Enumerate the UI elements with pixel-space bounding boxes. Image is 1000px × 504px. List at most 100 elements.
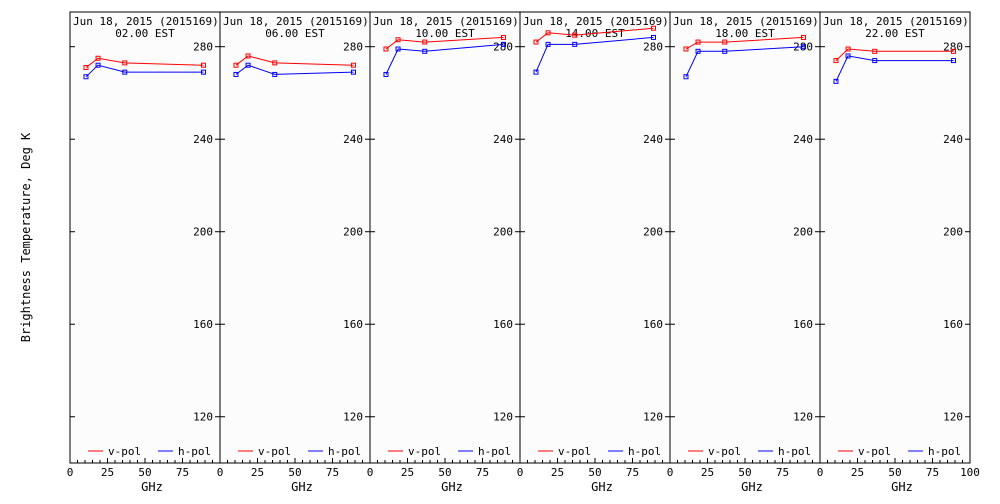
data-point-h-pol <box>533 69 539 75</box>
x-tick-label: 50 <box>588 466 601 479</box>
x-tick-label: 50 <box>738 466 751 479</box>
x-tick-label: 0 <box>67 466 74 479</box>
data-point-h-pol <box>833 78 839 84</box>
data-point-h-pol <box>572 41 578 47</box>
series-line-v-pol <box>85 57 204 68</box>
y-tick-label: 120 <box>643 411 663 424</box>
data-point-v-pol <box>351 62 356 68</box>
legend-label: v-pol <box>558 445 591 458</box>
data-point-v-pol <box>501 34 506 40</box>
data-point-v-pol <box>651 25 656 31</box>
panel-title-time: 06.00 EST <box>265 27 325 40</box>
y-tick-label: 200 <box>643 226 663 239</box>
series-line-v-pol <box>685 36 804 50</box>
data-point-v-pol <box>422 39 428 45</box>
series-line-v-pol <box>835 48 954 61</box>
panel-title-date: Jun 18, 2015 (2015169) <box>673 15 819 28</box>
data-point-h-pol <box>722 48 728 54</box>
series-line-v-pol <box>385 36 504 50</box>
panel-frame <box>219 11 371 464</box>
y-tick-label: 280 <box>343 41 363 54</box>
data-point-h-pol <box>695 48 701 54</box>
panel-4: Jun 18, 2015 (2015169)14.00 EST120160200… <box>517 11 671 494</box>
panel-frame <box>819 11 971 464</box>
panel-5: Jun 18, 2015 (2015169)18.00 EST 120 160 200… <box>667 11 821 494</box>
y-tick-label: 240 <box>643 133 663 146</box>
data-point-v-pol <box>245 53 251 59</box>
data-point-h-pol <box>201 69 206 75</box>
x-tick-label: 25 <box>851 466 864 479</box>
x-tick-label: 50 <box>888 466 901 479</box>
y-tick-label: 160 <box>193 318 213 331</box>
x-axis-title: GHz <box>441 480 463 494</box>
x-tick-label: 100 <box>960 466 980 479</box>
x-tick-label: 75 <box>776 466 789 479</box>
data-point-h-pol <box>872 58 878 64</box>
x-tick-label: 50 <box>288 466 301 479</box>
x-tick-label: 25 <box>101 466 114 479</box>
data-point-h-pol <box>395 46 401 52</box>
data-point-h-pol <box>501 41 506 47</box>
data-point-v-pol <box>951 48 956 54</box>
data-point-h-pol <box>245 62 251 68</box>
x-tick-label: 50 <box>438 466 451 479</box>
panel-title-time: 18.00 EST <box>715 27 775 40</box>
data-point-h-pol <box>651 34 656 40</box>
panel-frame <box>519 11 671 464</box>
y-tick-label: 200 <box>943 226 963 239</box>
y-tick-label: 240 <box>793 133 813 146</box>
legend-label: h-pol <box>928 445 961 458</box>
legend-label: h-pol <box>328 445 361 458</box>
data-point-h-pol <box>801 44 806 50</box>
panel-title-date: Jun 18, 2015 (2015169) <box>223 15 369 28</box>
data-point-v-pol <box>801 34 806 40</box>
data-point-h-pol <box>845 53 851 59</box>
x-tick-label: 50 <box>138 466 151 479</box>
x-axis-title: GHz <box>741 480 763 494</box>
y-tick-label: 200 <box>493 226 513 239</box>
legend-label: v-pol <box>408 445 441 458</box>
x-tick-label: 75 <box>476 466 489 479</box>
panel-title-time: 10.00 EST <box>415 27 475 40</box>
series-line-h-pol <box>835 55 954 82</box>
data-point-h-pol <box>95 62 101 68</box>
data-point-v-pol <box>833 58 839 64</box>
x-tick-label: 75 <box>176 466 189 479</box>
data-point-v-pol <box>122 60 128 66</box>
y-tick-label: 160 <box>343 318 363 331</box>
x-tick-label: 25 <box>401 466 414 479</box>
series-line-h-pol <box>85 64 204 78</box>
data-point-v-pol <box>272 60 278 66</box>
x-axis-title: GHz <box>891 480 913 494</box>
y-tick-label: 120 <box>493 411 513 424</box>
x-tick-label: 0 <box>217 466 224 479</box>
panel-title-date: Jun 18, 2015 (2015169) <box>73 15 219 28</box>
data-point-v-pol <box>533 39 539 45</box>
y-tick-label: 240 <box>943 133 963 146</box>
legend-label: h-pol <box>628 445 661 458</box>
data-point-v-pol <box>395 37 401 43</box>
data-point-v-pol <box>233 62 239 68</box>
data-point-v-pol <box>845 46 851 52</box>
data-point-h-pol <box>545 41 551 47</box>
x-tick-label: 75 <box>326 466 339 479</box>
series-line-h-pol <box>385 43 504 75</box>
data-point-v-pol <box>695 39 701 45</box>
y-tick-label: 280 <box>943 41 963 54</box>
data-point-h-pol <box>951 58 956 64</box>
data-point-h-pol <box>422 48 428 54</box>
panel-frame <box>669 11 821 464</box>
legend-label: v-pol <box>108 445 141 458</box>
y-tick-label: 160 <box>793 318 813 331</box>
panel-title-time: 22.00 EST <box>865 27 925 40</box>
panel-title-date: Jun 18, 2015 (2015169) <box>373 15 519 28</box>
x-tick-label: 0 <box>517 466 524 479</box>
data-point-h-pol <box>683 74 689 80</box>
x-axis-title: GHz <box>291 480 313 494</box>
series-line-h-pol <box>235 64 354 75</box>
data-point-v-pol <box>572 32 578 38</box>
series-line-h-pol <box>685 46 804 78</box>
panel-6: Jun 18, 2015 (2015169)22.00 EST 120 160 200… <box>817 11 980 494</box>
legend-label: v-pol <box>858 445 891 458</box>
data-point-h-pol <box>383 71 389 77</box>
